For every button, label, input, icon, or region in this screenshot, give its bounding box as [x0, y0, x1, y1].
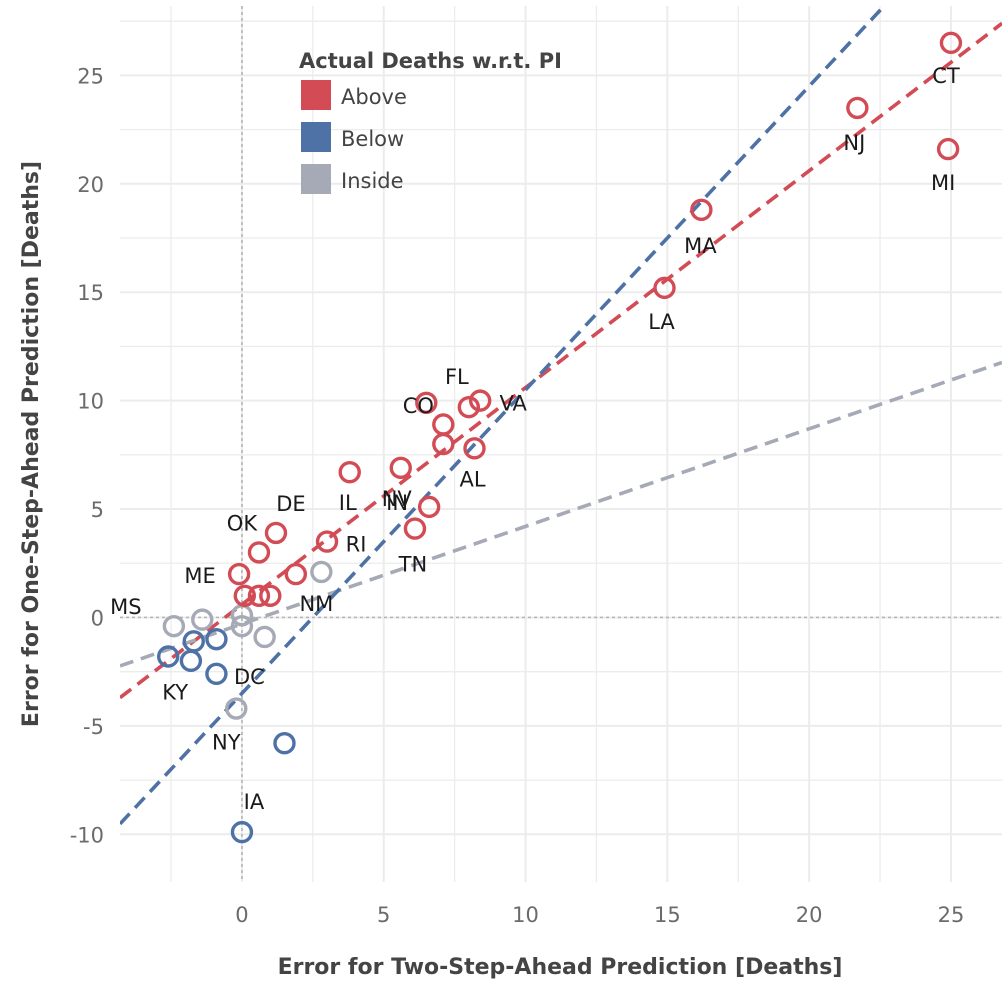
data-point-above [403, 517, 427, 540]
data-point-above [463, 437, 486, 460]
data-point-below [179, 649, 203, 673]
legend-label-below: Below [341, 127, 404, 151]
point-label: DC [234, 665, 265, 689]
point-label: DE [276, 492, 305, 516]
data-point-above [432, 432, 455, 456]
data-point-above [315, 530, 339, 553]
y-tick-label: 0 [91, 606, 104, 630]
data-point-above [690, 198, 713, 222]
point-labels: CT NJ MI MA LA CO FL VA AL NV IL IN TN DE RI OK ME NM MS NY… [110, 64, 960, 814]
point-label: MA [684, 234, 717, 258]
trend-line-below [120, 6, 887, 826]
data-point-above [259, 584, 282, 607]
y-tick-label: 25 [77, 64, 104, 88]
data-point-above [338, 460, 361, 484]
point-label: ME [184, 564, 215, 588]
point-label: FL [445, 365, 469, 389]
point-label: CO [403, 394, 434, 418]
legend-title: Actual Deaths w.r.t. PI [299, 49, 562, 73]
data-point-above [846, 96, 869, 120]
data-point-below [157, 645, 180, 668]
point-label: IL [339, 491, 357, 515]
y-axis-title: Error for One-Step-Ahead Prediction [Dea… [19, 161, 44, 727]
data-point-inside [191, 608, 214, 631]
point-label: IN [386, 491, 408, 515]
point-label: CT [932, 64, 960, 88]
point-label: NY [212, 731, 241, 755]
point-label: TN [398, 553, 428, 577]
x-axis-title: Error for Two-Step-Ahead Prediction [Dea… [278, 955, 843, 980]
data-point-inside [230, 614, 254, 638]
y-tick-label: 20 [77, 173, 104, 197]
data-point-above [432, 413, 455, 436]
legend: Actual Deaths w.r.t. PI Above Below Insi… [299, 49, 562, 194]
y-tick-label: 15 [77, 281, 104, 305]
data-point-above [653, 276, 676, 300]
point-label: VA [499, 392, 527, 416]
x-tick-label: 20 [796, 903, 823, 927]
x-tick-label: 0 [235, 903, 248, 927]
point-label: IA [244, 790, 265, 814]
data-point-inside [225, 697, 248, 720]
point-label: OK [227, 511, 259, 535]
data-point-above [233, 584, 256, 607]
data-point-above [247, 584, 271, 607]
point-label: MS [110, 595, 141, 619]
data-point-below [230, 820, 254, 844]
data-point-inside [253, 625, 276, 649]
point-label: NJ [843, 131, 865, 155]
grid [120, 6, 1002, 882]
data-point-above [389, 456, 412, 480]
zero-reference-lines [120, 6, 1002, 882]
legend-label-inside: Inside [341, 169, 404, 193]
data-point-below [273, 732, 296, 755]
trend-line-above [120, 21, 1002, 700]
data-point-inside [310, 560, 333, 584]
point-label: KY [162, 680, 188, 704]
point-label: LA [648, 310, 675, 334]
x-axis-ticks: 0 5 10 15 20 25 [235, 903, 964, 927]
legend-label-above: Above [341, 85, 407, 109]
y-tick-label: 5 [91, 498, 104, 522]
data-point-above [936, 137, 960, 161]
data-point-above [227, 562, 251, 586]
y-axis-ticks: -10 -5 0 5 10 15 20 25 [70, 64, 104, 847]
data-point-above [417, 495, 441, 519]
legend-swatch-below [301, 122, 331, 152]
data-point-above [939, 31, 963, 55]
x-tick-label: 10 [512, 903, 539, 927]
data-point-above [415, 391, 438, 415]
legend-swatch-above [301, 80, 331, 110]
legend-swatch-inside [301, 164, 331, 194]
data-point-inside [162, 614, 186, 638]
data-point-below [205, 662, 228, 686]
x-tick-label: 25 [938, 903, 965, 927]
point-label: NV [382, 487, 413, 511]
point-label: MI [931, 171, 955, 195]
data-point-above [284, 562, 308, 586]
x-tick-label: 5 [377, 903, 390, 927]
data-point-above [247, 541, 271, 564]
point-label: NM [299, 592, 333, 616]
trend-lines [120, 6, 1002, 826]
point-label: RI [346, 533, 367, 557]
data-point-below [205, 627, 228, 651]
point-label: AL [459, 467, 485, 491]
x-tick-label: 15 [654, 903, 681, 927]
trend-line-inside [120, 360, 1002, 668]
y-tick-label: -5 [83, 715, 104, 739]
y-tick-label: -10 [70, 823, 104, 847]
y-tick-label: 10 [77, 390, 104, 414]
data-points [157, 31, 963, 844]
data-point-above [468, 389, 492, 412]
data-point-above [264, 521, 288, 545]
data-point-above [457, 395, 481, 419]
